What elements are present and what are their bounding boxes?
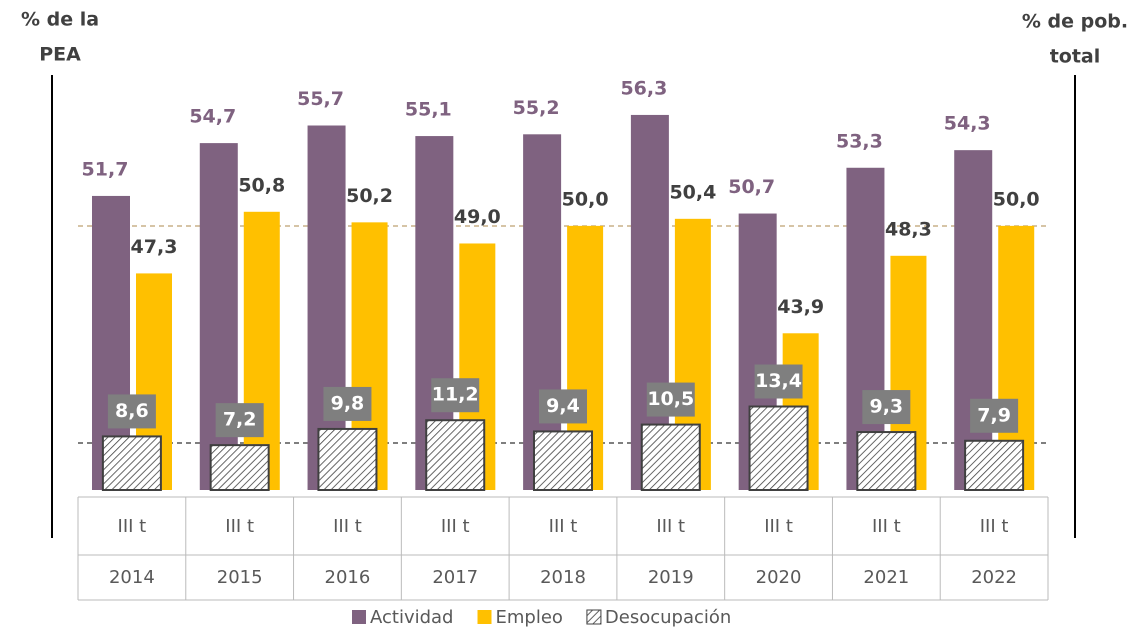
value-label: 50,7 (728, 176, 775, 198)
x-tick-label: 2017 (432, 567, 478, 588)
value-label: 51,7 (82, 158, 129, 180)
value-label-box (215, 403, 264, 438)
bar (964, 439, 1025, 491)
value-label: 55,2 (513, 97, 560, 119)
value-label: 49,0 (454, 206, 501, 228)
y2-axis-title: total (1050, 46, 1101, 68)
value-label-box (862, 390, 911, 425)
x-tick-label: 2021 (863, 567, 909, 588)
value-label-box (107, 394, 156, 429)
y-axis-title: % de la (21, 9, 99, 31)
value-label-box (754, 364, 803, 399)
bar (954, 150, 993, 491)
x-tick-label: 2020 (756, 567, 802, 588)
x-tick-label: III t (333, 516, 362, 537)
value-label: 13,4 (755, 370, 802, 392)
value-label: 11,2 (432, 384, 479, 406)
value-label-box (431, 378, 480, 413)
legend-swatch (586, 609, 602, 625)
x-tick-label: 2018 (540, 567, 586, 588)
value-label: 47,3 (131, 236, 178, 258)
bar (856, 431, 917, 491)
value-label: 50,4 (669, 181, 716, 203)
x-tick-label: III t (656, 516, 685, 537)
legend-label: Empleo (496, 607, 563, 628)
bar (533, 430, 593, 491)
value-label: 50,0 (562, 188, 609, 210)
value-label-box (539, 389, 587, 424)
x-tick-label: 2014 (109, 567, 155, 588)
value-label: 56,3 (620, 77, 667, 99)
x-tick-label: III t (441, 516, 470, 537)
x-tick-label: 2019 (648, 567, 694, 588)
value-label: 43,9 (777, 296, 824, 318)
value-label: 10,5 (647, 388, 694, 410)
value-label: 7,9 (977, 404, 1011, 426)
bar (425, 419, 486, 492)
value-label: 7,2 (223, 409, 257, 431)
value-label: 9,3 (869, 396, 903, 418)
bar (199, 143, 238, 490)
x-tick-label: III t (872, 516, 901, 537)
bar (640, 423, 701, 492)
value-label: 48,3 (885, 218, 932, 240)
x-tick-label: III t (549, 516, 578, 537)
y-axis-title: PEA (39, 44, 81, 66)
value-label: 50,0 (993, 188, 1040, 210)
value-label-box (646, 382, 695, 417)
value-label: 54,3 (944, 113, 991, 135)
value-label: 50,2 (346, 185, 393, 207)
legend-label: Desocupación (605, 607, 731, 628)
value-label: 9,8 (331, 392, 365, 414)
bar (209, 444, 270, 491)
value-label-box (970, 398, 1019, 433)
bar (317, 427, 378, 492)
value-label: 54,7 (189, 106, 236, 128)
x-tick-label: 2022 (971, 567, 1017, 588)
legend-label: Actividad (370, 607, 454, 628)
value-label-box (323, 386, 372, 421)
value-label: 9,4 (546, 395, 580, 417)
x-tick-label: 2015 (217, 567, 263, 588)
value-label: 55,7 (297, 88, 344, 110)
x-tick-label: III t (980, 516, 1009, 537)
legend-swatch (352, 610, 366, 624)
value-label: 50,8 (238, 174, 285, 196)
bar (748, 405, 809, 491)
y2-axis-title: % de pob. (1022, 11, 1128, 33)
x-tick-label: III t (764, 516, 793, 537)
x-tick-label: III t (225, 516, 254, 537)
value-label: 55,1 (405, 99, 452, 121)
value-label: 53,3 (836, 130, 883, 152)
x-tick-label: III t (118, 516, 147, 537)
x-tick-label: 2016 (325, 567, 371, 588)
legend-swatch (477, 610, 492, 624)
bar (243, 211, 280, 491)
value-label: 8,6 (115, 400, 149, 422)
bar (101, 435, 162, 491)
